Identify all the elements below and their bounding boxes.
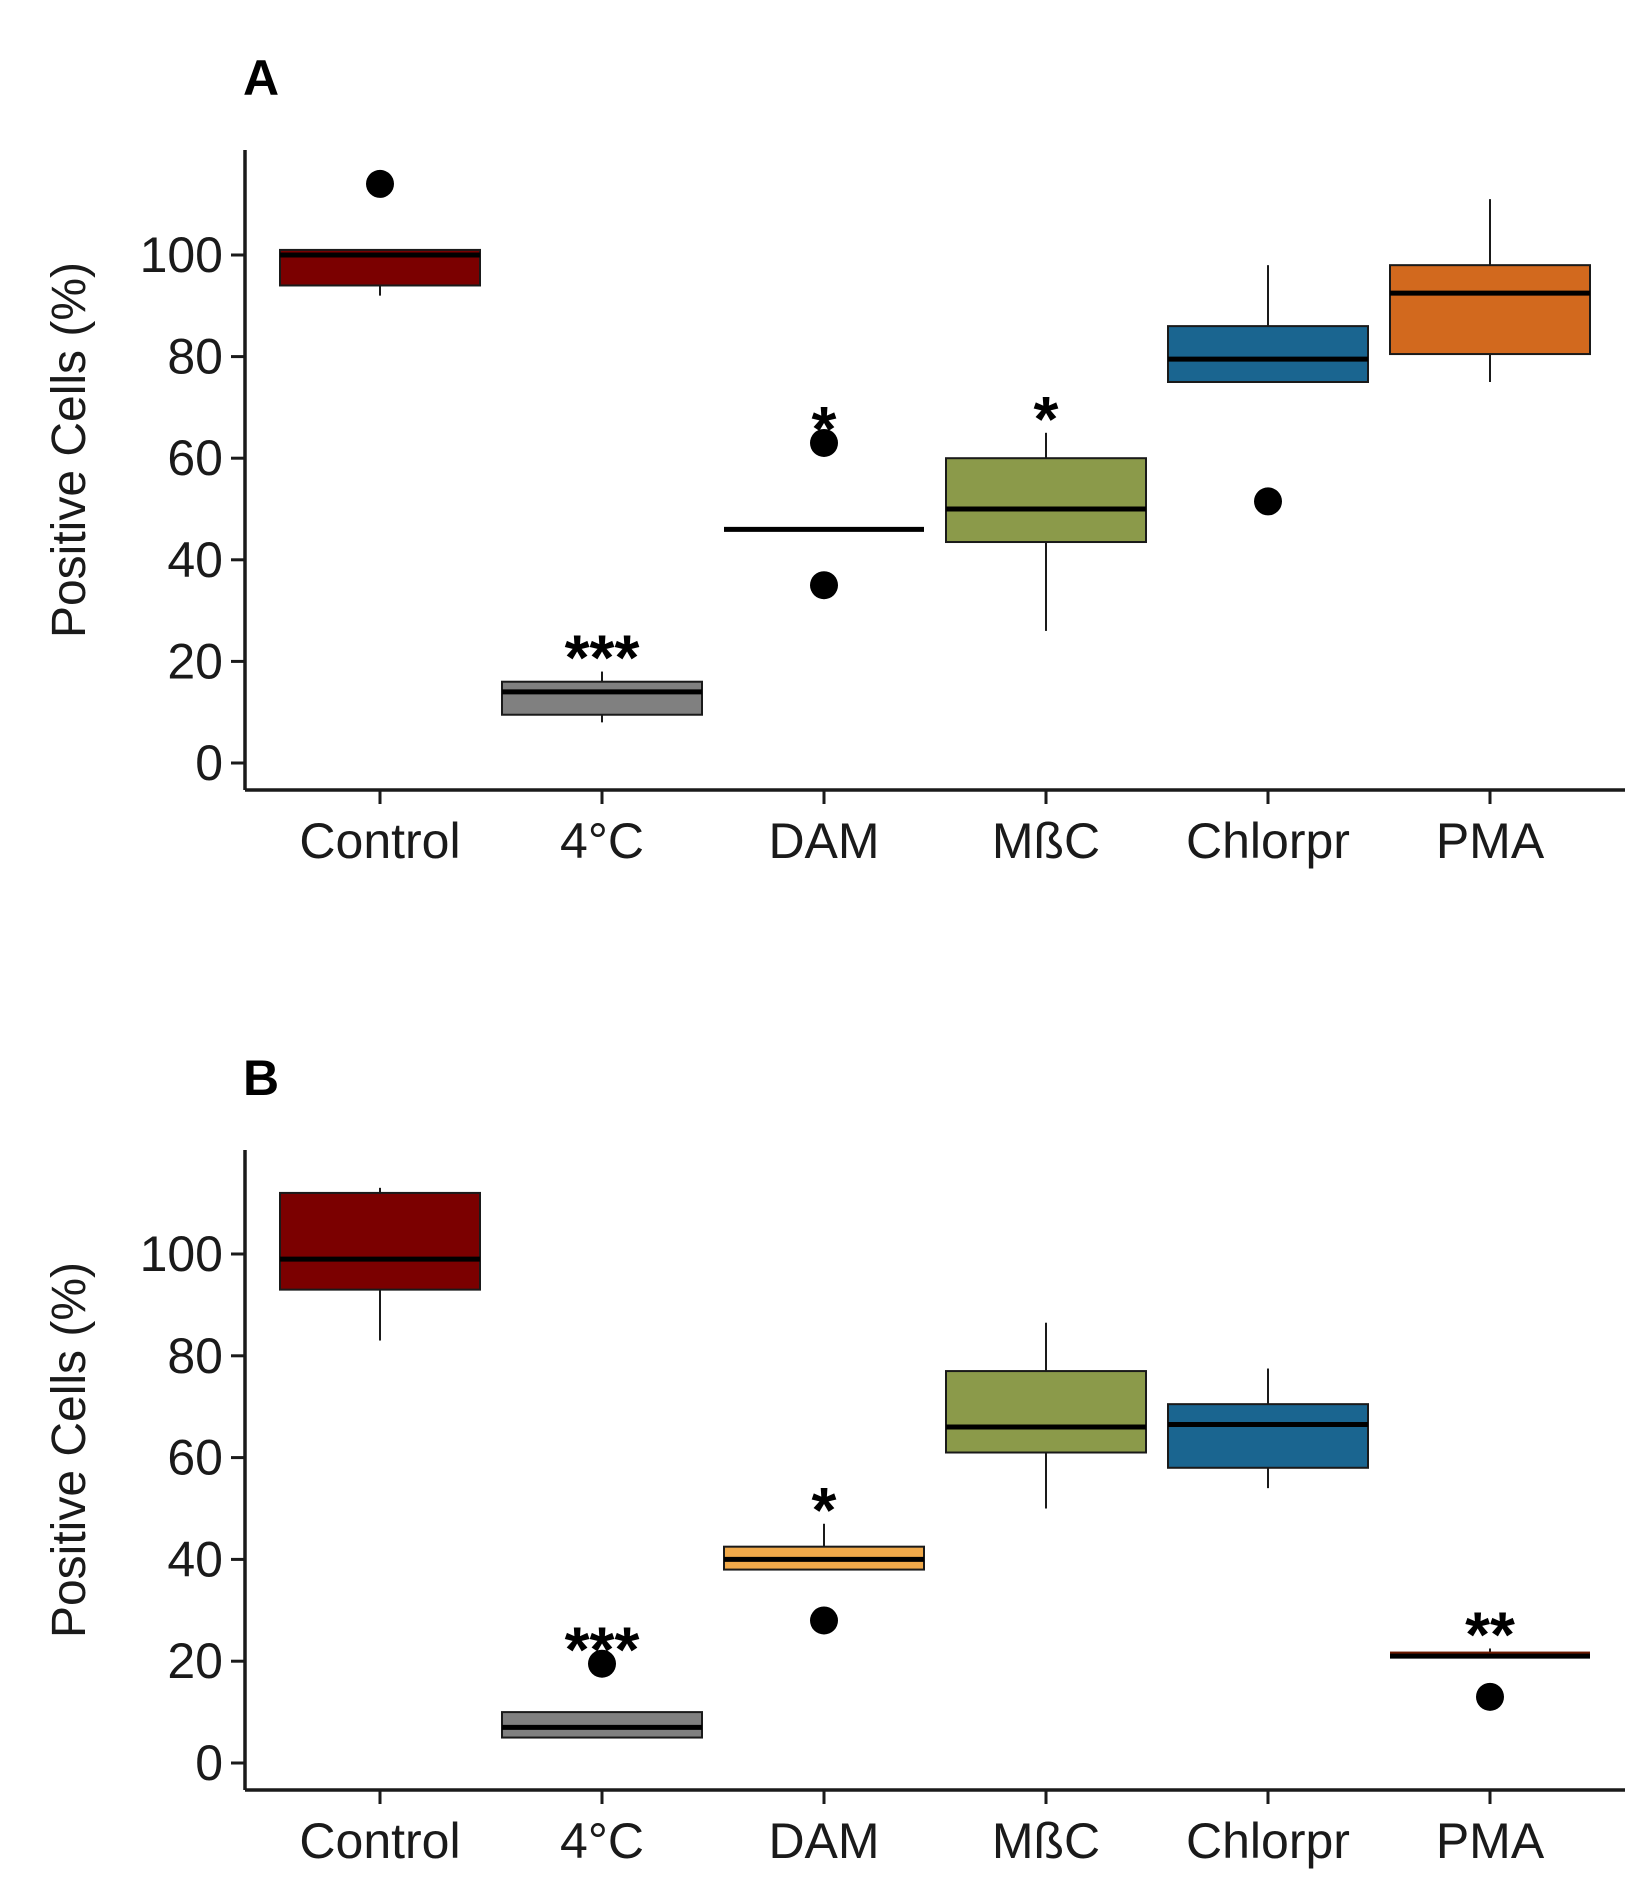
panel-b-4c-significance: *** — [565, 1614, 640, 1686]
panel-a-dam-significance: * — [812, 393, 837, 465]
panel-b-letter: B — [243, 1050, 279, 1106]
panel-a-y-tick-label: 100 — [140, 227, 223, 283]
panel-a-pma-x-tick-label: PMA — [1436, 813, 1545, 869]
panel-b-4c-box — [501, 1711, 703, 1739]
panel-a-letter: A — [243, 50, 279, 106]
panel-a-4c-x-tick-label: 4°C — [560, 813, 644, 869]
panel-b-4c-outlier — [588, 1649, 616, 1678]
panel-b-pma-box — [1390, 1651, 1590, 1656]
panel-a-y-axis-title: Positive Cells (%) — [43, 262, 96, 638]
panel-b-pma-significance: ** — [1465, 1598, 1515, 1670]
panel-a-mbc-box — [945, 457, 1147, 544]
panel-b-control-x-tick-label: Control — [299, 1813, 460, 1869]
panel-b-y-tick-label: 0 — [195, 1735, 223, 1791]
panel-a-4c-significance: *** — [565, 622, 640, 694]
panel-a-chlorpr-x-tick-label: Chlorpr — [1186, 813, 1350, 869]
panel-b-dam-outlier — [810, 1606, 838, 1635]
panel-a-y-tick-label: 0 — [195, 735, 223, 791]
panel-a-dam-outlier — [810, 428, 838, 457]
panel-b-4c-x-tick-label: 4°C — [560, 1813, 644, 1869]
panel-b-mbc-box — [945, 1370, 1147, 1454]
panel-b-y-axis-title: Positive Cells (%) — [43, 1262, 96, 1638]
panel-b-chlorpr-x-tick-label: Chlorpr — [1186, 1813, 1350, 1869]
panel-b-pma-outlier — [1476, 1682, 1504, 1711]
panel-b-y-tick-label: 100 — [140, 1226, 223, 1282]
panel-b-dam-x-tick-label: DAM — [768, 1813, 879, 1869]
panel-a-chlorpr-box — [1167, 325, 1369, 383]
panel-a-chlorpr-outlier — [1254, 487, 1282, 516]
panel-b-y-tick-label: 60 — [167, 1430, 223, 1486]
panel-b-y-tick-label: 80 — [167, 1328, 223, 1384]
panel-a-pma-box — [1389, 264, 1591, 356]
panel-a-dam-outlier — [810, 571, 838, 600]
panel-b-control-box — [279, 1191, 481, 1291]
panel-b-pma-x-tick-label: PMA — [1436, 1813, 1545, 1869]
panel-a-y-tick-label: 20 — [167, 633, 223, 689]
panel-b-chlorpr-box — [1167, 1403, 1369, 1469]
panel-a-mbc-x-tick-label: MßC — [992, 813, 1100, 869]
panel-b-mbc-x-tick-label: MßC — [992, 1813, 1100, 1869]
panel-a-y-tick-label: 60 — [167, 430, 223, 486]
panel-b-dam-significance: * — [812, 1474, 837, 1546]
panel-b-y-tick-label: 40 — [167, 1531, 223, 1587]
panel-a-control-outlier — [366, 169, 394, 198]
panel-a-4c-box — [501, 680, 703, 716]
panel-a-y-tick-label: 80 — [167, 329, 223, 385]
panel-b-y-tick-label: 20 — [167, 1633, 223, 1689]
panel-a-control-x-tick-label: Control — [299, 813, 460, 869]
panel-a-y-tick-label: 40 — [167, 532, 223, 588]
panel-a-dam-x-tick-label: DAM — [768, 813, 879, 869]
panel-a-mbc-significance: * — [1034, 383, 1059, 455]
